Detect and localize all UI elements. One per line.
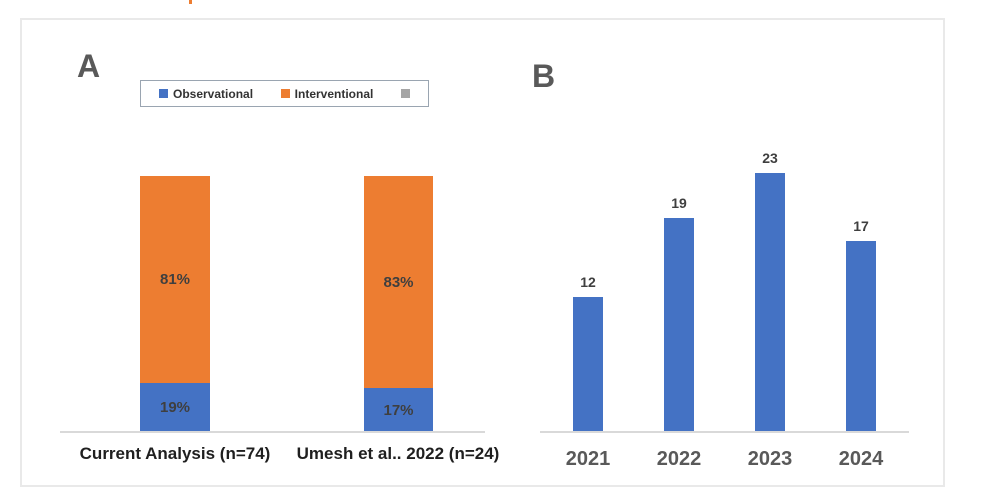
- bar: [755, 173, 785, 432]
- panel-b-x-axis-line: [540, 431, 909, 433]
- year-axis-label: 2024: [838, 448, 884, 470]
- legend-item: Interventional: [280, 86, 374, 101]
- year-axis-label: 2022: [656, 448, 702, 470]
- bar: [664, 218, 694, 432]
- data-label-interventional: 81%: [159, 271, 191, 289]
- legend-swatch-icon: [159, 89, 168, 98]
- stacked-bar-segment-observational: 19%: [140, 383, 210, 432]
- legend-item: [401, 89, 410, 98]
- legend-box: Observational Interventional: [140, 80, 429, 107]
- legend-label: Interventional: [294, 86, 374, 101]
- bar-value-label: 19: [671, 195, 687, 212]
- data-label-interventional: 83%: [383, 273, 414, 291]
- bar-value-label: 12: [580, 274, 596, 290]
- data-label-observational: 19%: [159, 399, 191, 417]
- bar: [573, 297, 603, 432]
- stray-orange-mark: [189, 0, 192, 4]
- bar-value-label: 23: [762, 150, 778, 167]
- data-label-observational: 17%: [383, 401, 414, 419]
- category-axis-label: Current Analysis (n=74): [79, 444, 271, 463]
- figure-frame: A Observational Interventional 81% 19% Curr…: [20, 18, 945, 487]
- legend-label: Observational: [173, 86, 254, 101]
- year-axis-label: 2023: [747, 448, 793, 470]
- year-axis-label: 2021: [565, 448, 611, 470]
- stacked-bar-segment-observational: 17%: [364, 388, 433, 432]
- bar-value-label: 17: [853, 217, 869, 234]
- legend-item: Observational: [159, 87, 253, 101]
- panel-a-label: A: [77, 48, 101, 84]
- legend-swatch-icon: [280, 89, 290, 98]
- stacked-bar-segment-interventional: 81%: [140, 176, 210, 384]
- legend-swatch-icon: [401, 89, 410, 98]
- category-axis-label: Umesh et al.. 2022 (n=24): [296, 444, 500, 463]
- panel-a-x-axis-line: [60, 431, 485, 433]
- stacked-bar-segment-interventional: 83%: [364, 176, 433, 389]
- panel-b-label: B: [532, 58, 556, 94]
- bar: [846, 240, 876, 432]
